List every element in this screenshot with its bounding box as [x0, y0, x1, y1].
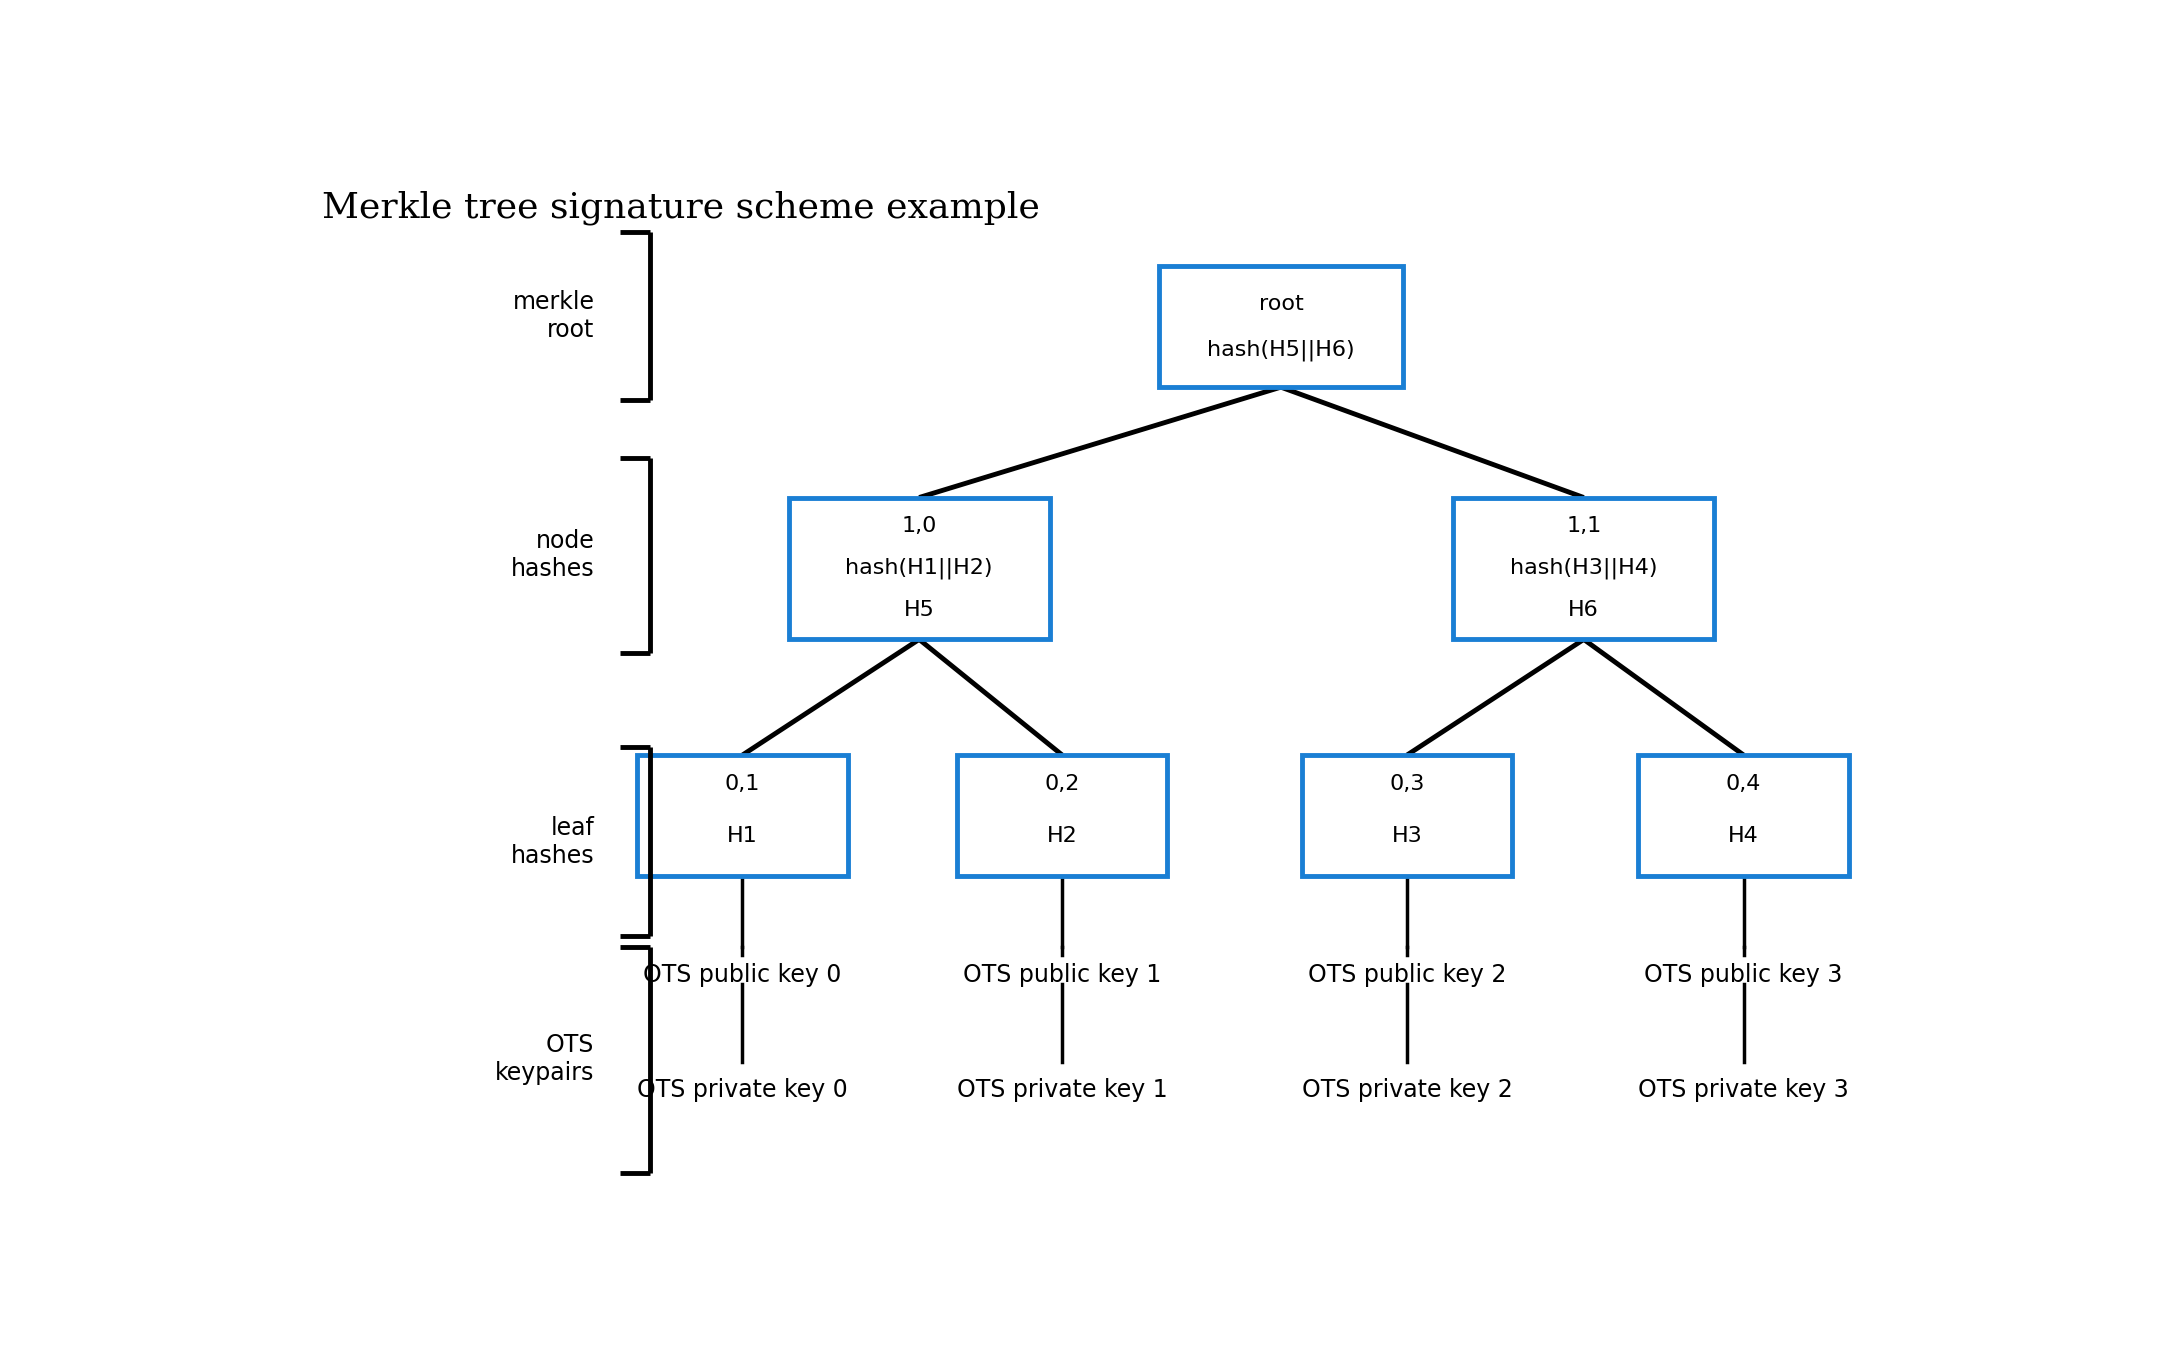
Text: node
hashes: node hashes — [510, 528, 595, 580]
Text: 1,0: 1,0 — [901, 516, 938, 536]
Text: H1: H1 — [727, 826, 758, 846]
Text: OTS private key 1: OTS private key 1 — [957, 1078, 1168, 1102]
Text: 1,1: 1,1 — [1565, 516, 1602, 536]
Text: root: root — [1259, 293, 1303, 314]
Text: OTS private key 2: OTS private key 2 — [1303, 1078, 1513, 1102]
Text: hash(H3||H4): hash(H3||H4) — [1511, 558, 1656, 579]
Text: OTS public key 0: OTS public key 0 — [643, 962, 842, 987]
Text: hash(H1||H2): hash(H1||H2) — [845, 558, 992, 579]
Text: 0,3: 0,3 — [1389, 774, 1424, 794]
FancyBboxPatch shape — [957, 755, 1168, 876]
Text: OTS private key 0: OTS private key 0 — [636, 1078, 849, 1102]
Text: OTS private key 3: OTS private key 3 — [1639, 1078, 1850, 1102]
Text: H5: H5 — [903, 601, 934, 621]
Text: 0,1: 0,1 — [725, 774, 760, 794]
Text: H6: H6 — [1567, 601, 1600, 621]
Text: H2: H2 — [1046, 826, 1077, 846]
FancyBboxPatch shape — [1159, 266, 1402, 388]
Text: 0,2: 0,2 — [1044, 774, 1079, 794]
Text: Merkle tree signature scheme example: Merkle tree signature scheme example — [321, 190, 1040, 225]
Text: merkle
root: merkle root — [512, 291, 595, 343]
Text: 0,4: 0,4 — [1726, 774, 1761, 794]
Text: H3: H3 — [1392, 826, 1422, 846]
FancyBboxPatch shape — [1452, 497, 1715, 639]
Text: OTS
keypairs: OTS keypairs — [495, 1033, 595, 1085]
FancyBboxPatch shape — [638, 755, 847, 876]
Text: leaf
hashes: leaf hashes — [510, 816, 595, 868]
FancyBboxPatch shape — [1639, 755, 1850, 876]
Text: OTS public key 3: OTS public key 3 — [1643, 962, 1843, 987]
Text: H4: H4 — [1728, 826, 1759, 846]
Text: hash(H5||H6): hash(H5||H6) — [1207, 339, 1355, 360]
Text: OTS public key 1: OTS public key 1 — [964, 962, 1161, 987]
FancyBboxPatch shape — [788, 497, 1049, 639]
Text: OTS public key 2: OTS public key 2 — [1307, 962, 1507, 987]
FancyBboxPatch shape — [1303, 755, 1513, 876]
